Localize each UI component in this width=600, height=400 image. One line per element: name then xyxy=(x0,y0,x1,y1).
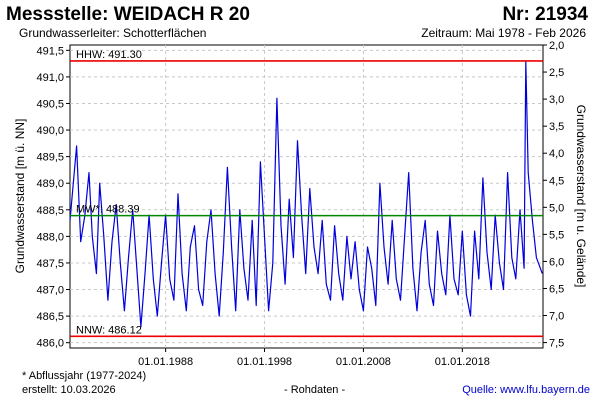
y-tick-label: 488,5 xyxy=(36,205,64,217)
aquifer-label: Grundwasserleiter: Schotterflächen xyxy=(19,26,207,40)
y2-tick-label: 2,5 xyxy=(549,67,564,79)
y-axis-label: Grundwasserstand [m ü. NN] xyxy=(13,119,27,274)
x-tick-label: 01.01.2008 xyxy=(336,356,391,368)
created-date: erstellt: 10.03.2026 xyxy=(22,384,116,396)
station-number: Nr: 21934 xyxy=(502,4,588,25)
axes: 491,5 491,0 490,5 490,0 489,5 489,0 488,5 488,0… xyxy=(36,40,564,368)
y-tick-label: 487,5 xyxy=(36,258,64,270)
y-tick-label: 487,0 xyxy=(36,285,64,297)
raw-data-label: - Rohdaten - xyxy=(284,384,346,396)
plot-area xyxy=(69,44,544,349)
reference-label: NNW: 486.12 xyxy=(76,324,142,336)
y2-tick-label: 3,5 xyxy=(549,121,564,133)
y2-tick-label: 7,0 xyxy=(549,311,564,323)
source-link[interactable]: Quelle: www.lfu.bayern.de xyxy=(462,384,590,396)
series: HHW: 491.30 MW*: 488.39 NNW: 486.12 xyxy=(69,49,543,338)
period-label: Zeitraum: Mai 1978 - Feb 2026 xyxy=(421,26,586,40)
x-tick-label: 01.01.1988 xyxy=(138,356,193,368)
y2-tick-label: 6,0 xyxy=(549,256,564,268)
y2-tick-label: 6,5 xyxy=(549,283,564,295)
y2-tick-label: 2,0 xyxy=(549,40,564,52)
y-tick-label: 486,0 xyxy=(36,338,64,350)
y-tick-label: 489,5 xyxy=(36,152,64,164)
y2-tick-label: 7,5 xyxy=(549,338,564,350)
y-tick-label: 490,0 xyxy=(36,125,64,137)
y-tick-label: 488,0 xyxy=(36,231,64,243)
y-tick-label: 489,0 xyxy=(36,178,64,190)
water-level-series xyxy=(69,60,543,328)
reference-label: HHW: 491.30 xyxy=(76,49,142,61)
x-tick-label: 01.01.2018 xyxy=(435,356,490,368)
footnote: * Abflussjahr (1977-2024) xyxy=(22,370,147,382)
y2-axis-label: Grundwasserstand [m u. Gelände] xyxy=(574,105,588,288)
y2-tick-label: 3,0 xyxy=(549,94,564,106)
y-tick-label: 491,5 xyxy=(36,45,64,57)
page-title: Messstelle: WEIDACH R 20 xyxy=(6,4,250,25)
y2-tick-label: 4,0 xyxy=(549,148,564,160)
reference-label: MW*: 488.39 xyxy=(76,204,140,216)
y2-tick-label: 5,5 xyxy=(549,229,564,241)
y2-tick-label: 5,0 xyxy=(549,202,564,214)
y2-tick-label: 4,5 xyxy=(549,175,564,187)
y-tick-label: 490,5 xyxy=(36,98,64,110)
y-tick-label: 491,0 xyxy=(36,72,64,84)
y-tick-label: 486,5 xyxy=(36,311,64,323)
x-tick-label: 01.01.1998 xyxy=(237,356,292,368)
